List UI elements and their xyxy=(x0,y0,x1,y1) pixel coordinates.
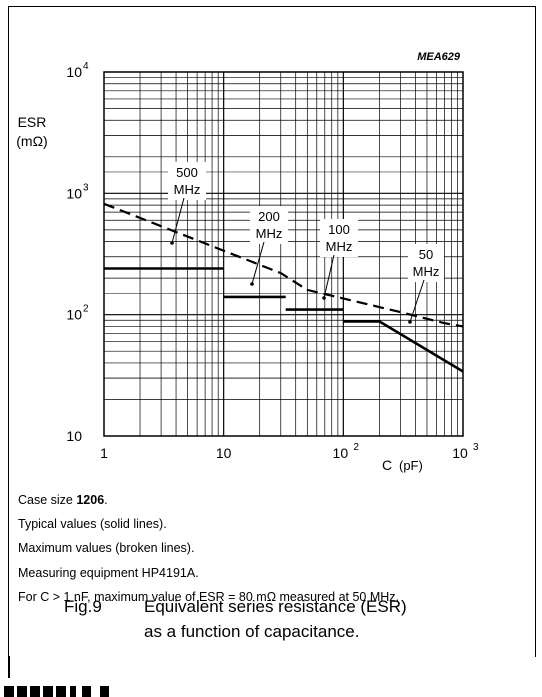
annotation-label-3: 50 xyxy=(419,247,433,262)
annotation-box-0 xyxy=(168,162,206,200)
frame-left-tail xyxy=(8,656,10,678)
annotation-unit-0: MHz xyxy=(174,182,201,197)
annotation-leader-0 xyxy=(171,197,185,244)
x-tick-label: 10 xyxy=(333,445,349,461)
x-tick-label: 10 xyxy=(216,445,232,461)
case-size-value: 1206 xyxy=(76,493,105,507)
note-footnote: For C > 1 nF, maximum value of ESR = 80 … xyxy=(18,589,400,604)
x-axis-label: C xyxy=(382,457,392,473)
notes-block: Case size 1206. Typical values (solid li… xyxy=(18,488,399,609)
caption-line2: as a function of capacitance. xyxy=(144,622,360,641)
annotation-box-1 xyxy=(250,206,288,244)
figure-frame xyxy=(8,6,536,657)
y-tick-label: 10 xyxy=(66,307,82,323)
y-tick-label: 10 xyxy=(66,428,82,444)
cropped-text-fragment xyxy=(4,686,109,697)
annotation-unit-3: MHz xyxy=(413,264,440,279)
y-tick-label: 10 xyxy=(66,64,82,80)
series-line-3 xyxy=(343,320,464,373)
annotations: 500 MHz 200 MHz 100 MHz 50 MHz xyxy=(168,162,444,324)
annotation-leader-1 xyxy=(251,241,265,285)
x-tick-exponent: 3 xyxy=(473,442,479,453)
x-tick-exponent: 2 xyxy=(353,442,359,453)
y-tick-exponent: 4 xyxy=(83,61,89,72)
note-maximum: Maximum values (broken lines). xyxy=(18,541,195,556)
annotation-unit-1: MHz xyxy=(256,226,283,241)
plot-border xyxy=(103,71,464,437)
x-tick-label: 1 xyxy=(100,445,108,461)
y-tick-label: 10 xyxy=(66,185,82,201)
figure-number: Fig.9 xyxy=(64,597,102,616)
note-equipment: Measuring equipment HP4191A. xyxy=(18,565,199,580)
figure-caption: Fig.9 Equivalent series resistance (ESR) … xyxy=(64,594,407,644)
x-axis-unit: (pF) xyxy=(399,458,423,473)
annotation-box-2 xyxy=(320,219,358,257)
annotation-dot-0 xyxy=(170,241,174,245)
series-group xyxy=(103,202,464,373)
x-tick-label: 10 xyxy=(452,445,468,461)
annotation-dot-3 xyxy=(408,320,412,324)
annotation-dot-1 xyxy=(250,282,254,286)
annotation-dot-2 xyxy=(322,296,326,300)
y-tick-exponent: 3 xyxy=(83,182,89,193)
grid xyxy=(104,72,463,436)
series-line-4 xyxy=(103,202,464,328)
caption-line1: Equivalent series resistance (ESR) xyxy=(144,597,407,616)
annotation-leader-2 xyxy=(323,254,335,299)
y-tick-exponent: 2 xyxy=(83,304,89,315)
annotation-label-0: 500 xyxy=(176,165,198,180)
annotation-leader-3 xyxy=(409,279,425,323)
note-case-size: Case size 1206. xyxy=(18,493,108,507)
note-typical: Typical values (solid lines). xyxy=(18,517,167,532)
annotation-unit-2: MHz xyxy=(326,239,353,254)
annotation-label-2: 100 xyxy=(328,222,350,237)
y-axis-label: ESR xyxy=(18,114,47,130)
annotation-label-1: 200 xyxy=(258,209,280,224)
y-axis-unit: (mΩ) xyxy=(16,133,47,149)
annotation-box-3 xyxy=(408,244,444,282)
figure-code: MEA629 xyxy=(417,51,461,63)
